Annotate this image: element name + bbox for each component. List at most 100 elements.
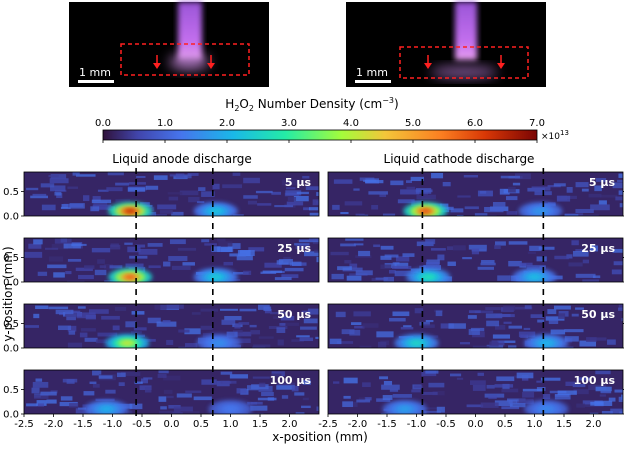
heatmap-cell	[106, 187, 123, 192]
heatmap-cell	[247, 401, 263, 405]
scale-bar	[355, 80, 391, 83]
colorbar-tick-label: 6.0	[467, 118, 483, 129]
heatmap-cell	[575, 307, 584, 310]
heatmap-cell	[530, 314, 544, 318]
heatmap-cell	[496, 376, 515, 382]
heatmap-cell	[376, 398, 391, 402]
heatmap-cell	[508, 260, 522, 267]
heatmap-cell	[200, 325, 213, 330]
heatmap-cell	[236, 255, 253, 261]
heatmap-cell	[523, 327, 531, 330]
heatmap-cell	[432, 391, 445, 396]
heatmap-cell	[508, 345, 517, 348]
heatmap-cell	[71, 310, 81, 314]
heatmap-cell	[98, 206, 113, 211]
heatmap-cell	[371, 205, 379, 210]
heatmap-cell	[79, 332, 88, 338]
heatmap-cell	[201, 191, 215, 197]
heatmap-cell	[529, 245, 542, 252]
heatmap-cell	[538, 246, 555, 250]
heatmap-cell	[109, 265, 123, 269]
heatmap-cell	[554, 255, 569, 260]
heatmap-cell	[592, 275, 601, 279]
heatmap-cell	[343, 377, 358, 384]
heatmap-cell	[75, 408, 92, 414]
heatmap-cell	[342, 267, 363, 272]
photo-liquid-anode: 1 mm	[69, 2, 269, 87]
heatmap-cell	[411, 389, 421, 393]
heatmap-cell	[618, 396, 623, 403]
heatmap-cell	[466, 404, 484, 408]
panel-frame	[327, 171, 624, 217]
heatmap-cell	[193, 396, 212, 401]
heatmap-cell	[453, 245, 466, 251]
y-tick-label: 0.0	[3, 278, 19, 289]
heatmap-cell	[259, 382, 266, 388]
heatmap-cell	[514, 173, 531, 180]
heatmap-cell	[383, 381, 393, 386]
density-hotspot	[403, 202, 448, 216]
heatmap-cell	[610, 408, 623, 414]
heatmap-cell	[617, 179, 623, 183]
heatmap-cell	[169, 239, 186, 245]
heatmap-cell	[508, 325, 523, 329]
heatmap-cell	[125, 321, 137, 328]
colorbar-tick-label: 0.0	[95, 118, 111, 129]
heatmap-cell	[472, 384, 486, 391]
heatmap-cell	[156, 321, 177, 327]
heatmap-cell	[281, 274, 299, 279]
heatmap-cell	[351, 322, 362, 325]
heatmap-cell	[390, 180, 404, 186]
heatmap-cell	[35, 378, 43, 382]
heatmap-cell	[400, 189, 420, 195]
heatmap-cell	[450, 373, 462, 377]
heatmap-cell	[531, 186, 551, 191]
heatmap-cell	[129, 403, 143, 410]
heatmap-cell	[481, 260, 495, 264]
heatmap-cell	[75, 174, 96, 177]
heatmap-cell	[271, 373, 282, 379]
heatmap-cell	[90, 206, 100, 212]
heatmap-cell	[488, 394, 497, 399]
heatmap-cell	[575, 273, 596, 278]
heatmap-cell	[595, 386, 612, 392]
heatmap-cell	[489, 341, 499, 347]
density-hotspot	[394, 334, 439, 348]
heatmap-cell	[141, 378, 148, 384]
heatmap-cell	[380, 255, 392, 260]
colorbar-tick-labels: 0.0 1.0 2.0 3.0 4.0 5.0 6.0 7.0	[95, 118, 545, 129]
heatmap-cell	[333, 179, 353, 184]
heatmap-cell	[414, 385, 423, 388]
heatmap-cell	[611, 269, 622, 275]
heatmap-cell	[618, 173, 623, 178]
heatmap-cell	[304, 251, 319, 257]
heatmap-cell	[340, 212, 349, 215]
heatmap-cell	[302, 175, 310, 179]
heatmap-cell	[62, 378, 78, 383]
heatmap-cell	[127, 246, 141, 253]
heatmap-cell	[237, 250, 251, 256]
heatmap-cell	[425, 262, 440, 268]
x-tick-label: -0.5	[436, 419, 456, 430]
heatmap-cell	[402, 253, 415, 257]
heatmap-cell	[362, 323, 379, 328]
heatmap-cell	[58, 325, 72, 331]
region-box	[120, 43, 250, 76]
heatmap-cell	[615, 196, 623, 201]
heatmap-cell	[115, 182, 130, 186]
heatmap-cell	[222, 184, 243, 189]
heatmap-cell	[377, 341, 387, 348]
heatmap-cell	[185, 390, 202, 393]
heatmap-cell	[431, 172, 444, 179]
heatmap-cell	[316, 256, 319, 263]
heatmap-cell	[469, 380, 486, 385]
x-tick-label: 0.0	[468, 419, 484, 430]
heatmap-cell	[298, 239, 319, 243]
heatmap-cell	[134, 381, 143, 384]
heatmap-cell	[220, 371, 233, 375]
heatmap-cell	[220, 380, 237, 384]
heatmap-cell	[582, 259, 590, 264]
heatmap-cell	[284, 267, 304, 272]
heatmap-cell	[221, 319, 236, 325]
heatmap-cell	[425, 320, 434, 323]
